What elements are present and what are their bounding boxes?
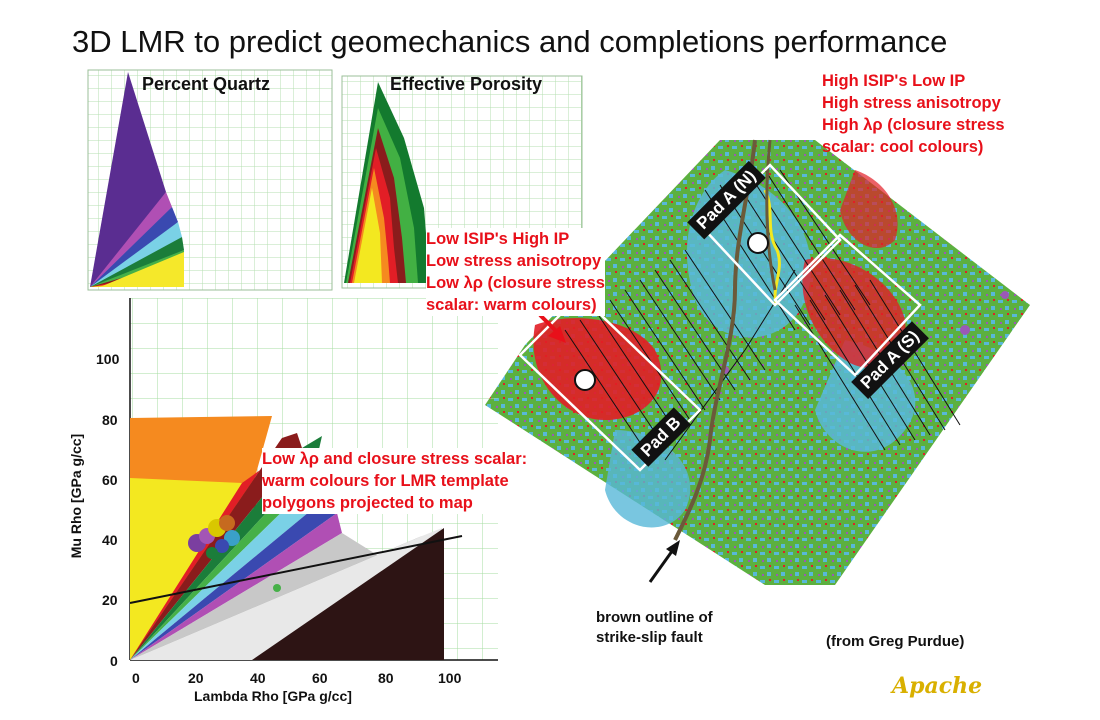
x-tick-80: 80 (378, 670, 394, 686)
y-axis-label: Mu Rho [GPa g/cc] (68, 433, 85, 559)
low-isip-note: Low ISIP's High IP Low stress anisotropy… (426, 228, 605, 316)
fault-note: brown outline of strike-slip fault (596, 609, 713, 646)
x-axis-label: Lambda Rho [GPa g/cc] (194, 688, 352, 704)
low-lambda-note: Low λρ and closure stress scalar: warm c… (262, 448, 528, 514)
y-tick-20: 20 (102, 592, 118, 608)
high-isip-note: High ISIP's Low IP High stress anisotrop… (822, 72, 1005, 156)
effective-porosity-title: Effective Porosity (390, 74, 543, 94)
x-tick-20: 20 (188, 670, 204, 686)
percent-quartz-title: Percent Quartz (142, 74, 271, 94)
y-tick-80: 80 (102, 412, 118, 428)
y-tick-40: 40 (102, 532, 118, 548)
seismic-map: Pad A (N) Pad A (S) Pad B (465, 130, 1040, 600)
y-tick-60: 60 (102, 472, 118, 488)
x-tick-60: 60 (312, 670, 328, 686)
percent-quartz-plot (72, 62, 334, 298)
x-tick-0: 0 (132, 670, 140, 686)
slide-title: 3D LMR to predict geomechanics and compl… (72, 24, 948, 59)
credit-text: (from Greg Purdue) (826, 633, 965, 650)
y-tick-0: 0 (110, 653, 118, 669)
percent-quartz-panel: Percent Quartz (72, 62, 334, 298)
x-tick-40: 40 (250, 670, 266, 686)
x-tick-100: 100 (438, 670, 462, 686)
y-tick-100: 100 (96, 351, 120, 367)
data-cluster (188, 515, 281, 592)
apache-logo: Apache (892, 673, 983, 699)
